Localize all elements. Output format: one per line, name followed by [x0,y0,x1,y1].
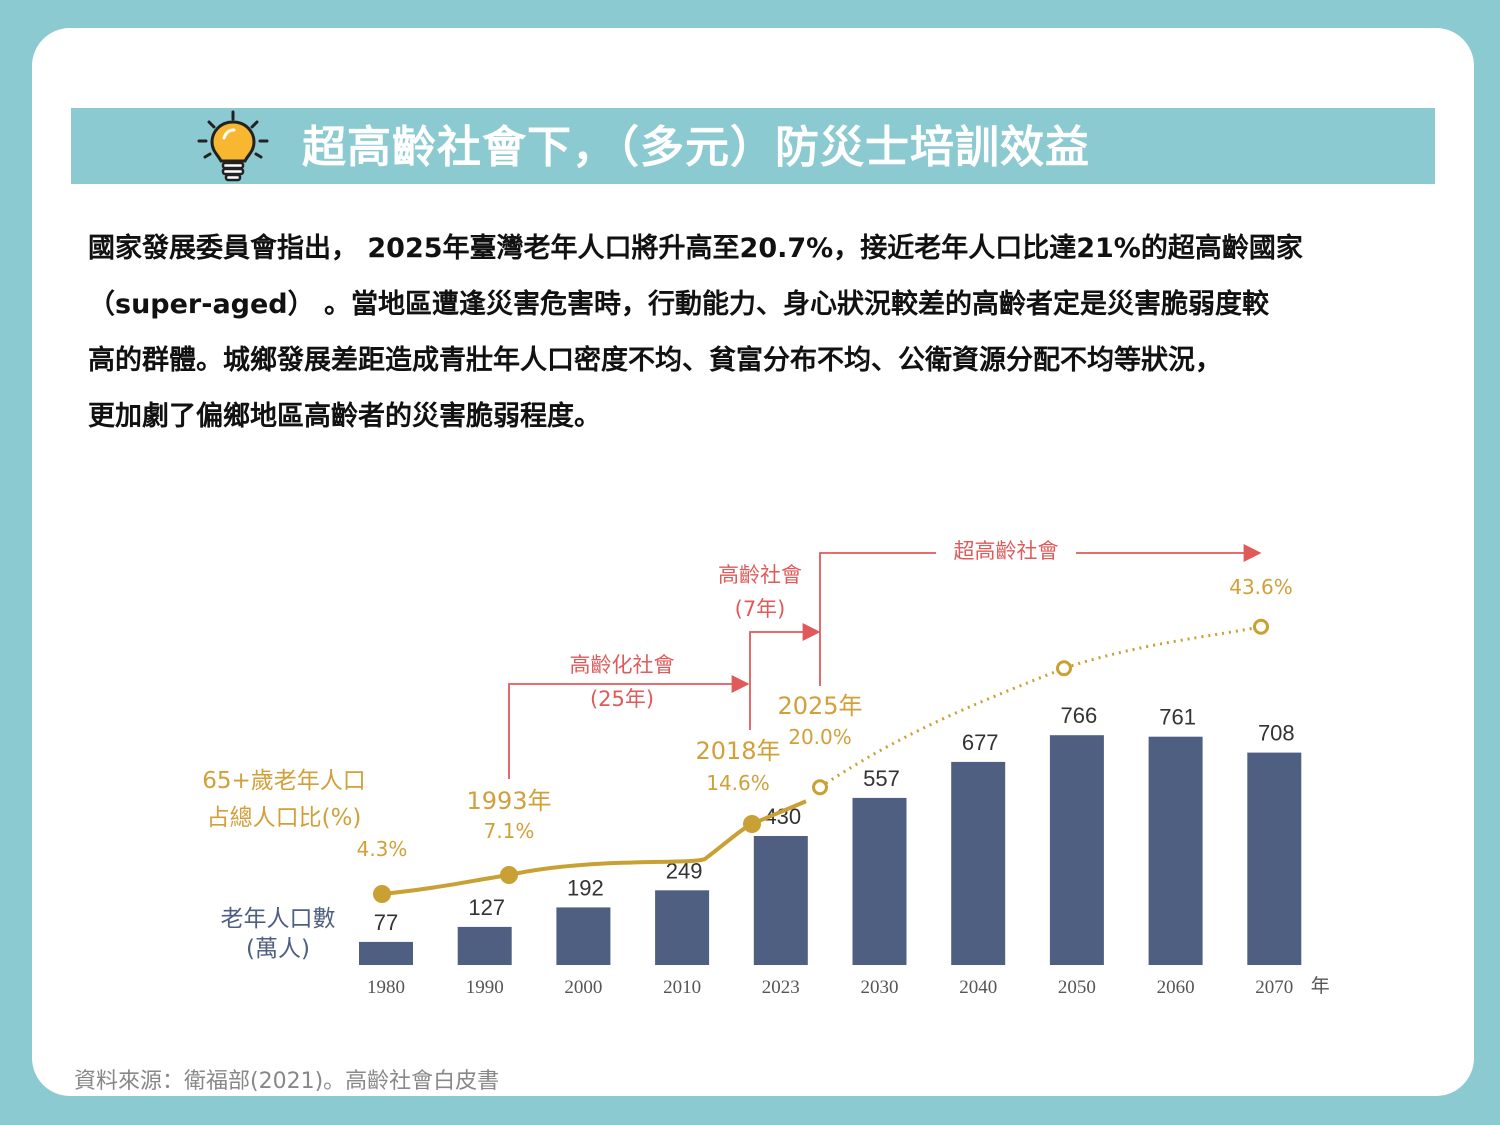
x-tick-label: 2000 [564,977,602,998]
bar-1980 [359,941,413,965]
stage-arrow-super-aged-stem [819,552,936,686]
line-series-unit: 占總人口比(%) [207,805,362,831]
paragraph-line: 高的群體。城鄉發展差距造成青壯年人口密度不均、貧富分布不均、公衛資源分配不均等狀… [88,345,1222,376]
bar-2010 [655,890,710,965]
bar-series-unit: (萬人) [246,936,310,962]
x-axis-unit: 年 [1311,975,1330,997]
bar-2050 [1049,735,1104,965]
stage-arrow-aging [508,675,750,779]
line-point-2018年 [743,814,761,833]
bar-value-label: 77 [374,910,398,935]
line-point-year-label: 2018年 [695,737,780,765]
bar-2060 [1148,736,1203,965]
line-point-value-label: 43.6% [1229,575,1293,599]
line-point-year-label: 2025年 [777,692,862,720]
bar-value-label: 127 [468,895,505,920]
x-tick-label: 2023 [762,977,800,998]
stage-arrow-aged [749,623,821,730]
bar-value-label: 677 [962,730,999,755]
line-point-value-label: 4.3% [357,837,408,861]
content-card [32,28,1474,1096]
x-tick-label: 2060 [1157,977,1195,998]
x-tick-label: 2050 [1058,977,1096,998]
line-point-year-label: 1993年 [466,787,551,815]
x-tick-label: 2070 [1255,977,1293,998]
stage-duration: (25年) [590,687,654,711]
lightbulb-icon [197,110,269,182]
stage-label: 高齡化社會 [570,653,675,677]
line-point-value-label: 20.0% [788,725,852,749]
bar-value-label: 761 [1159,705,1196,730]
paragraph-line: 更加劇了偏鄉地區高齡者的災害脆弱程度。 [88,401,601,432]
x-tick-label: 2040 [959,977,997,998]
line-series-name: 65+歲老年人口 [202,768,366,794]
x-tick-label: 2010 [663,977,701,998]
line-series-solid [381,799,807,896]
bar-value-label: 766 [1061,703,1098,728]
intro-paragraph: 國家發展委員會指出， 2025年臺灣老年人口將升高至20.7%，接近老年人口比達… [88,226,1428,450]
bar-2023 [753,836,808,965]
paragraph-line: （super-aged） 。當地區遭逢災害危害時，行動能力、身心狀況較差的高齡者… [88,289,1270,320]
stage-duration: (7年) [735,597,786,621]
x-tick-label: 2030 [861,977,899,998]
line-point-2025年 [812,779,828,796]
bar-series-name: 老年人口數 [221,906,336,932]
x-tick-label: 1980 [367,977,405,998]
page-title: 超高齡社會下，（多元）防災士培訓效益 [302,122,1090,173]
line-point-2070 [1253,618,1269,635]
source-note: 資料來源：衛福部(2021)。高齡社會白皮書 [74,1069,500,1094]
stage-label: 高齡社會 [718,563,802,587]
line-point-value-label: 14.6% [706,771,770,795]
line-point-2050 [1056,660,1072,677]
bar-value-label: 557 [863,766,900,791]
title-bar [71,108,1435,184]
bar-2000 [556,907,611,965]
bar-value-label: 708 [1258,721,1295,746]
bar-1990 [457,926,512,965]
x-tick-label: 1990 [466,977,504,998]
line-point-1980 [373,885,391,903]
paragraph-line: 國家發展委員會指出， 2025年臺灣老年人口將升高至20.7%，接近老年人口比達… [88,233,1303,264]
bar-2030 [852,797,907,965]
line-point-value-label: 7.1% [484,819,535,843]
stage-label: 超高齡社會 [954,539,1059,563]
bar-2070 [1247,752,1302,965]
bar-value-label: 192 [567,875,604,900]
bar-2040 [951,761,1006,965]
line-point-1993年 [500,865,518,884]
aging-population-chart: 7719801271990192200024920104302023557203… [202,539,1330,998]
